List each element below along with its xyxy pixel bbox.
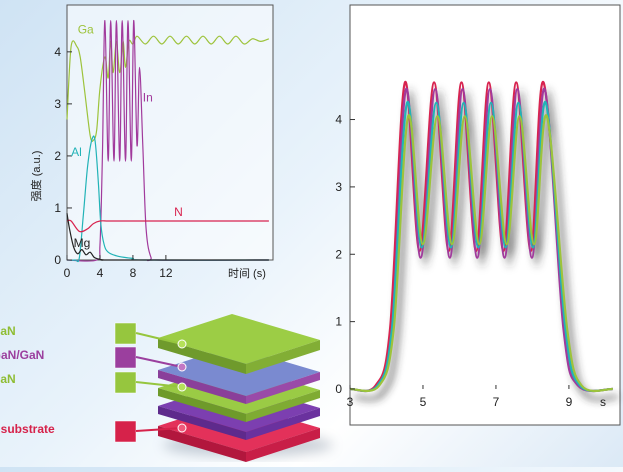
right-chart-ticks: 3 5 7 9 s 0 1 2 3 4: [335, 113, 606, 409]
left-series-n: [66, 219, 269, 233]
right-chart-plot: [349, 81, 613, 393]
right-chart: 3 5 7 9 s 0 1 2 3 4: [335, 4, 621, 426]
left-series-in: [66, 19, 269, 262]
left-series-mg: [66, 213, 269, 261]
swatch-sapphire: [114, 420, 137, 443]
left-ytick-label: 3: [54, 97, 61, 111]
right-xtick-label: 7: [493, 395, 500, 409]
right-series-3: [349, 101, 613, 393]
left-series-label-mg: Mg: [74, 236, 91, 250]
swatch-gan-bottom: [114, 371, 137, 394]
left-xtick-label: 8: [130, 266, 137, 280]
left-chart-series-labels: Ga In Al N Mg: [71, 23, 183, 250]
left-chart-xlabel: 时间 (s): [228, 267, 266, 280]
right-series-2: [349, 88, 613, 393]
right-xtick-label: 9: [566, 395, 573, 409]
right-xtick-label: 3: [347, 395, 354, 409]
swatch-gan-top: [114, 322, 137, 345]
left-series-al: [66, 135, 269, 263]
right-xaxis-unit: s: [600, 395, 606, 409]
left-ytick-label: 2: [54, 149, 61, 163]
connector-gan-bottom: [135, 381, 187, 392]
left-series-label-n: N: [174, 205, 183, 219]
right-xtick-label: 5: [420, 395, 427, 409]
right-ytick-label: 3: [335, 180, 342, 194]
right-ytick-label: 2: [335, 247, 342, 261]
left-xtick-label: 4: [97, 266, 104, 280]
left-series-ga: [66, 35, 270, 142]
right-series-4: [349, 114, 613, 393]
left-series-label-ga: Ga: [78, 23, 94, 37]
left-xtick-label: 12: [159, 266, 173, 280]
right-ytick-label: 1: [335, 315, 342, 329]
right-ytick-label: 4: [335, 113, 342, 127]
left-ytick-label: 0: [54, 253, 61, 267]
layer-label-ingan-gan: InGaN/GaN: [0, 348, 44, 362]
swatch-ingan-gan: [114, 346, 137, 369]
layer-label-sapphire: Sapphire substrate: [0, 422, 55, 436]
left-ytick-label: 4: [54, 45, 61, 59]
right-series-shadow: [354, 95, 618, 401]
right-series-shadow: [354, 108, 618, 401]
layer-label-gan-top: GaN: [0, 324, 16, 338]
left-xtick-label: 0: [64, 266, 71, 280]
right-ytick-label: 0: [335, 382, 342, 396]
layer-label-gan-bottom: GaN: [0, 372, 16, 386]
connector-gan-top: [135, 332, 187, 349]
left-ytick-label: 1: [54, 201, 61, 215]
connector-sapphire: [135, 423, 187, 433]
right-chart-shadow: [354, 88, 618, 401]
layer-stack-diagram: GaN InGaN/GaN GaN Sapphire substrate: [0, 314, 333, 462]
left-chart-plot: [66, 19, 270, 263]
left-chart-ylabel: 强度 (a.u.): [29, 151, 43, 202]
connector-ingan-gan: [135, 356, 187, 372]
left-series-label-al: Al: [71, 145, 82, 159]
left-series-label-in: In: [143, 90, 153, 104]
right-series-shadow: [354, 122, 618, 401]
